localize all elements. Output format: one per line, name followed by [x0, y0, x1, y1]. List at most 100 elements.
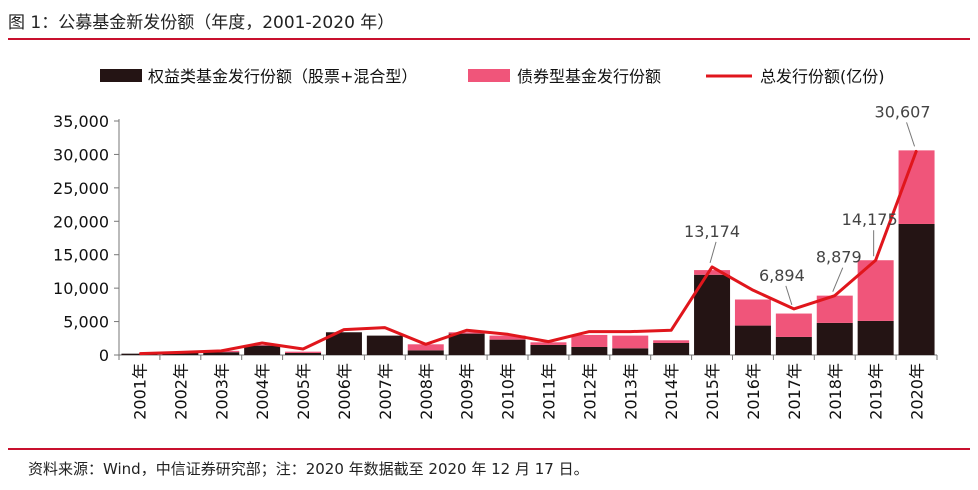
y-tick-label: 30,000 — [53, 145, 109, 164]
y-tick-label: 20,000 — [53, 212, 109, 231]
annotation-label: 13,174 — [684, 222, 740, 241]
chart-title: 图 1：公募基金新发份额（年度，2001-2020 年） — [8, 13, 395, 33]
point-total — [752, 289, 754, 291]
x-tick-label: 2014年 — [662, 363, 681, 420]
point-total — [179, 351, 181, 353]
bar-bond — [694, 270, 731, 275]
x-tick-label: 2011年 — [539, 363, 558, 420]
point-total — [343, 329, 345, 331]
y-tick-label: 15,000 — [53, 246, 109, 265]
bar-equity — [571, 346, 608, 355]
bar-equity — [489, 339, 526, 355]
point-total — [711, 266, 713, 268]
bar-bond — [734, 299, 771, 326]
bar-equity — [325, 332, 362, 355]
point-total — [138, 353, 140, 355]
annotation-label: 30,607 — [875, 102, 931, 121]
annotation-leader — [832, 267, 844, 292]
point-total — [302, 348, 304, 350]
x-tick-label: 2001年 — [130, 363, 149, 420]
x-tick-label: 2013年 — [621, 363, 640, 420]
point-total — [629, 331, 631, 333]
bar-equity — [816, 322, 853, 355]
source-note: 资料来源：Wind，中信证券研究部；注：2020 年数据截至 2020 年 12… — [28, 460, 589, 478]
x-tick-label: 2016年 — [744, 363, 763, 420]
bar-equity — [162, 352, 199, 355]
x-tick-label: 2009年 — [458, 363, 477, 420]
bar-bond — [244, 344, 281, 346]
bar-equity — [734, 325, 771, 355]
bar-equity — [407, 350, 444, 355]
x-tick-label: 2002年 — [171, 363, 190, 420]
legend-swatch-bond — [468, 69, 510, 82]
bar-equity — [121, 353, 158, 355]
legend-label-bond: 债券型基金发行份额 — [517, 67, 661, 86]
point-total — [875, 259, 877, 261]
annotation-label: 14,175 — [842, 210, 898, 229]
point-total — [916, 149, 918, 151]
y-tick-label: 0 — [99, 346, 109, 365]
plot-area: 0 5,000 10,000 15,000 20,000 25,000 30,000 35,0… — [53, 102, 938, 420]
bar-bond — [612, 335, 649, 349]
point-total — [670, 329, 672, 331]
bar-equity — [203, 352, 240, 355]
bar-bond — [571, 334, 608, 347]
y-tick-label: 10,000 — [53, 279, 109, 298]
x-tick-label: 2017年 — [785, 363, 804, 420]
point-total — [507, 333, 509, 335]
x-tick-label: 2018年 — [826, 363, 845, 420]
point-total — [793, 308, 795, 310]
legend-swatch-equity — [100, 69, 142, 82]
x-tick-label: 2020年 — [908, 363, 927, 420]
bar-equity — [653, 342, 690, 355]
bar-equity — [366, 335, 403, 355]
line-total — [139, 149, 918, 356]
bar-equity — [244, 345, 281, 355]
x-tick-label: 2003年 — [212, 363, 231, 420]
bar-bond — [448, 332, 485, 334]
y-tick-label: 35,000 — [53, 112, 109, 131]
annotation-leader — [785, 285, 793, 306]
point-total — [220, 350, 222, 352]
bar-equity — [898, 223, 935, 355]
bar-bond — [530, 342, 567, 345]
bar-bond — [653, 340, 690, 343]
x-tick-label: 2008年 — [417, 363, 436, 420]
x-tick-label: 2004年 — [253, 363, 272, 420]
bar-line-chart: 权益类基金发行份额（股票+混合型） 债券型基金发行份额 总发行份额(亿份) 0 5… — [53, 67, 938, 420]
bar-equity — [857, 320, 894, 355]
point-total — [425, 343, 427, 345]
legend: 权益类基金发行份额（股票+混合型） 债券型基金发行份额 总发行份额(亿份) — [100, 67, 885, 86]
bar-equity — [285, 352, 322, 355]
x-tick-label: 2007年 — [376, 363, 395, 420]
x-tick-label: 2005年 — [294, 363, 313, 420]
point-total — [547, 341, 549, 343]
bottom-divider — [8, 448, 970, 450]
point-total — [384, 327, 386, 329]
bar-bond — [489, 335, 526, 340]
x-tick-label: 2010年 — [499, 363, 518, 420]
bar-bond — [775, 313, 812, 337]
y-tick-label: 25,000 — [53, 179, 109, 198]
x-tick-label: 2015年 — [703, 363, 722, 420]
top-divider — [8, 38, 970, 40]
bar-equity — [775, 336, 812, 355]
legend-label-equity: 权益类基金发行份额（股票+混合型） — [148, 67, 417, 86]
x-tick-label: 2019年 — [867, 363, 886, 420]
x-tick-label: 2006年 — [335, 363, 354, 420]
y-tick-label: 5,000 — [63, 313, 109, 332]
point-total — [588, 331, 590, 333]
point-total — [261, 342, 263, 344]
legend-label-total: 总发行份额(亿份) — [760, 67, 885, 86]
annotation-label: 8,879 — [816, 248, 862, 267]
annotation-leader — [906, 122, 916, 147]
x-tick-label: 2012年 — [580, 363, 599, 420]
point-total — [834, 295, 836, 297]
bar-bond — [285, 351, 322, 353]
bar-bond — [407, 344, 444, 351]
annotation-leader — [709, 241, 717, 264]
annotation-label: 6,894 — [759, 266, 805, 285]
bar-equity — [530, 344, 567, 355]
bar-equity — [448, 333, 485, 355]
point-total — [466, 329, 468, 331]
